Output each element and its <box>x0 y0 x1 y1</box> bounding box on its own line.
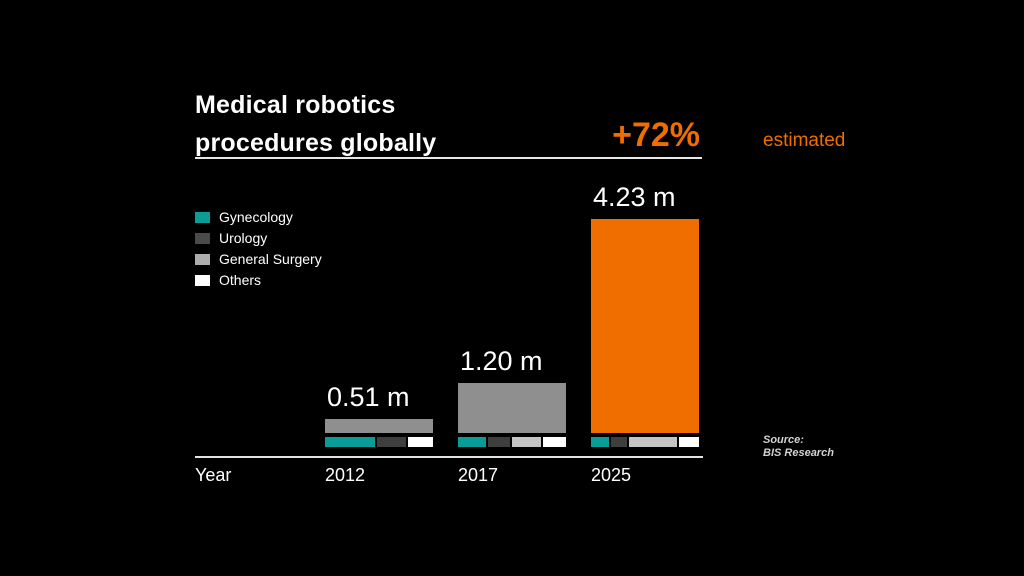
bar-2017 <box>458 383 566 433</box>
mix-segment-gynecology <box>591 437 609 447</box>
legend-item-gynecology: Gynecology <box>195 209 322 225</box>
bar-value-label-2017: 1.20 m <box>460 346 543 376</box>
legend-label: Urology <box>219 230 268 246</box>
urology-swatch-icon <box>195 232 210 244</box>
mix-segment-urology <box>376 437 407 447</box>
bar-value-label-2025: 4.23 m <box>593 182 676 212</box>
category-label-2025: 2025 <box>591 465 632 485</box>
legend-label: Others <box>219 272 262 288</box>
legend-item-general-surgery: General Surgery <box>195 251 322 267</box>
bar-mix-strip-2017 <box>458 437 566 447</box>
mix-segment-others <box>542 437 566 447</box>
source-note: Source: BIS Research <box>763 434 834 460</box>
legend-item-others: Others <box>195 272 322 288</box>
x-axis-title: Year <box>195 465 232 485</box>
mix-segment-gynecology <box>458 437 486 447</box>
mix-segment-urology <box>487 437 510 447</box>
mix-segment-urology <box>610 437 628 447</box>
legend-item-urology: Urology <box>195 230 322 246</box>
chart-title: Medical robotics procedures globally <box>195 86 436 162</box>
source-note-line2: BIS Research <box>763 447 834 459</box>
chart-title-line2: procedures globally <box>195 129 437 157</box>
category-label-2017: 2017 <box>458 465 499 485</box>
legend: Gynecology Urology General Surgery Others <box>195 209 322 294</box>
bar-2012 <box>325 419 433 433</box>
mix-segment-others <box>679 437 699 447</box>
bar-mix-strip-2025 <box>591 437 699 447</box>
others-swatch-icon <box>195 274 210 286</box>
bar-group-2012: 0.51 m <box>325 87 433 447</box>
source-note-line1: Source: <box>763 434 804 446</box>
mix-segment-general-surgery <box>629 437 678 447</box>
gynecology-swatch-icon <box>195 211 210 223</box>
bar-group-2017: 1.20 m <box>458 87 566 447</box>
legend-label: Gynecology <box>219 209 293 225</box>
bar-mix-strip-2012 <box>325 437 433 447</box>
bar-2025 <box>591 219 699 433</box>
x-axis-line <box>195 456 703 458</box>
title-underline <box>195 157 702 159</box>
legend-label: General Surgery <box>219 251 322 267</box>
estimated-label: estimated <box>763 130 846 151</box>
growth-percentage-label: +72% <box>612 116 700 154</box>
mix-segment-others <box>408 437 433 447</box>
bar-group-2025: 4.23 m <box>591 87 699 447</box>
general-surgery-swatch-icon <box>195 253 210 265</box>
mix-segment-gynecology <box>325 437 375 447</box>
bar-value-label-2012: 0.51 m <box>327 382 410 412</box>
category-label-2012: 2012 <box>325 465 366 485</box>
mix-segment-general-surgery <box>511 437 541 447</box>
chart-title-line1: Medical robotics <box>195 91 396 119</box>
